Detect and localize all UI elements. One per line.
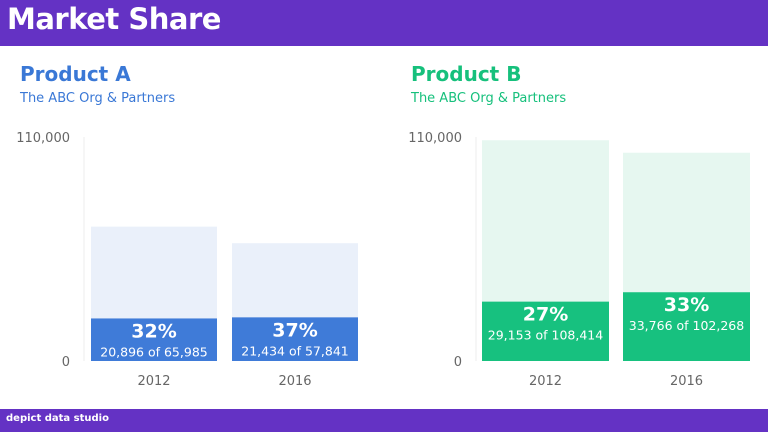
chart-b-subtitle: The ABC Org & Partners: [411, 91, 567, 106]
value-bar: [482, 301, 609, 361]
value-label: 21,434 of 57,841: [241, 343, 348, 358]
value-bar: [623, 292, 750, 361]
value-label: 20,896 of 65,985: [100, 344, 207, 359]
x-tick-label: 2012: [529, 374, 562, 389]
chart-a-title: Product A: [20, 62, 131, 86]
percent-label: 37%: [272, 319, 317, 341]
x-tick-label: 2012: [137, 374, 170, 389]
y-tick-label: 0: [454, 355, 462, 370]
percent-label: 32%: [131, 320, 176, 342]
header-bar: Market Share: [0, 0, 768, 46]
x-tick-label: 2016: [670, 374, 703, 389]
x-tick-label: 2016: [278, 374, 311, 389]
y-tick-label: 110,000: [408, 131, 462, 146]
value-label: 29,153 of 108,414: [488, 328, 603, 343]
chart-a-subtitle: The ABC Org & Partners: [20, 91, 176, 106]
value-bar: [232, 317, 358, 361]
footer-bar: depict data studio: [0, 409, 768, 432]
y-tick-label: 0: [62, 355, 70, 370]
page-title: Market Share: [7, 2, 221, 36]
footer-brand: depict data studio: [6, 413, 109, 424]
percent-label: 33%: [664, 294, 709, 316]
chart-b-title: Product B: [411, 62, 522, 86]
percent-label: 27%: [523, 304, 568, 326]
value-label: 33,766 of 102,268: [629, 318, 744, 333]
y-tick-label: 110,000: [16, 131, 70, 146]
value-bar: [91, 318, 217, 361]
